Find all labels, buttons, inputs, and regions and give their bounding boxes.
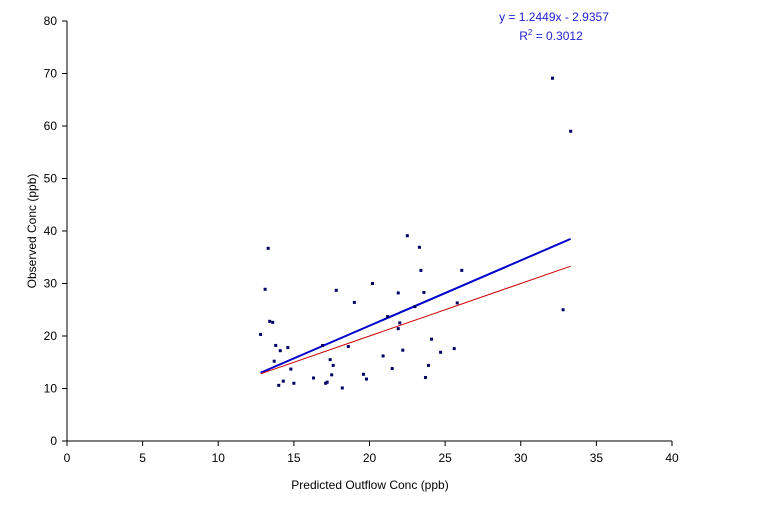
x-tick-label: 15 — [287, 451, 301, 465]
data-point — [346, 345, 350, 348]
reference-line-red — [260, 265, 571, 375]
plot-axes — [66, 21, 672, 442]
data-point — [422, 290, 426, 294]
data-point — [398, 321, 402, 325]
data-point — [364, 377, 368, 381]
data-point — [426, 363, 430, 367]
data-point — [455, 301, 459, 305]
data-point — [325, 380, 329, 384]
y-tick-label: 10 — [44, 382, 58, 396]
axis-ticks: 0 5 10 15 20 25 30 35 40 0 10 20 30 40 50 60 70 80 — [44, 14, 679, 465]
data-point — [390, 367, 394, 371]
regression-equation: y = 1.2449x - 2.9357 — [499, 10, 609, 24]
data-point — [272, 359, 276, 363]
data-point — [396, 327, 400, 331]
x-axis-title: Predicted Outflow Conc (ppb) — [291, 478, 448, 492]
x-tick-label: 30 — [514, 451, 528, 465]
data-point — [330, 373, 334, 377]
y-tick-label: 60 — [44, 119, 58, 133]
data-point — [439, 350, 443, 354]
data-point — [561, 308, 565, 312]
y-tick-label: 20 — [44, 329, 58, 343]
data-point — [551, 76, 555, 80]
x-tick-label: 10 — [212, 451, 226, 465]
x-tick-label: 40 — [665, 451, 679, 465]
data-point — [281, 379, 285, 383]
data-point — [413, 305, 417, 309]
data-point — [324, 381, 328, 385]
data-point — [328, 358, 332, 362]
r-squared-superscript: 2 — [528, 28, 533, 37]
data-point — [352, 300, 356, 304]
data-point — [569, 129, 573, 133]
data-point — [286, 346, 290, 350]
y-axis-title: Observed Conc (ppb) — [25, 174, 39, 289]
x-tick-label: 25 — [438, 451, 452, 465]
data-point — [340, 386, 344, 390]
data-point — [417, 245, 421, 249]
data-point — [331, 363, 335, 367]
data-point — [430, 337, 434, 341]
x-tick-label: 20 — [363, 451, 377, 465]
y-tick-label: 0 — [50, 434, 57, 448]
r-squared-value: = 0.3012 — [532, 29, 583, 43]
data-point — [334, 288, 338, 292]
y-tick-label: 70 — [44, 67, 58, 81]
y-tick-label: 50 — [44, 172, 58, 186]
data-point — [361, 372, 365, 376]
data-point — [289, 367, 293, 371]
y-tick-label: 30 — [44, 277, 58, 291]
y-tick-label: 80 — [44, 14, 58, 28]
data-point — [271, 320, 275, 324]
data-point — [321, 343, 325, 347]
data-point — [381, 354, 385, 358]
y-tick-label: 40 — [44, 224, 58, 238]
data-point — [401, 348, 405, 352]
data-point — [405, 234, 409, 238]
data-point — [277, 383, 281, 387]
data-point — [292, 381, 296, 385]
data-point — [371, 282, 375, 285]
data-point — [386, 315, 390, 319]
r-squared-label: R2 = 0.3012 — [519, 28, 583, 43]
data-point — [268, 319, 272, 323]
data-point — [263, 287, 267, 291]
data-point — [419, 268, 423, 272]
data-point — [266, 246, 270, 250]
data-point — [259, 332, 263, 336]
x-tick-label: 5 — [139, 451, 146, 465]
r-squared-letter: R — [519, 29, 528, 43]
data-point — [396, 291, 400, 295]
data-point — [423, 375, 427, 379]
data-points — [259, 76, 573, 390]
data-point — [274, 343, 278, 347]
data-point — [278, 349, 282, 353]
x-tick-label: 35 — [590, 451, 604, 465]
x-tick-label: 0 — [64, 451, 71, 465]
data-point — [452, 347, 456, 351]
data-point — [312, 376, 316, 380]
data-point — [460, 268, 464, 272]
